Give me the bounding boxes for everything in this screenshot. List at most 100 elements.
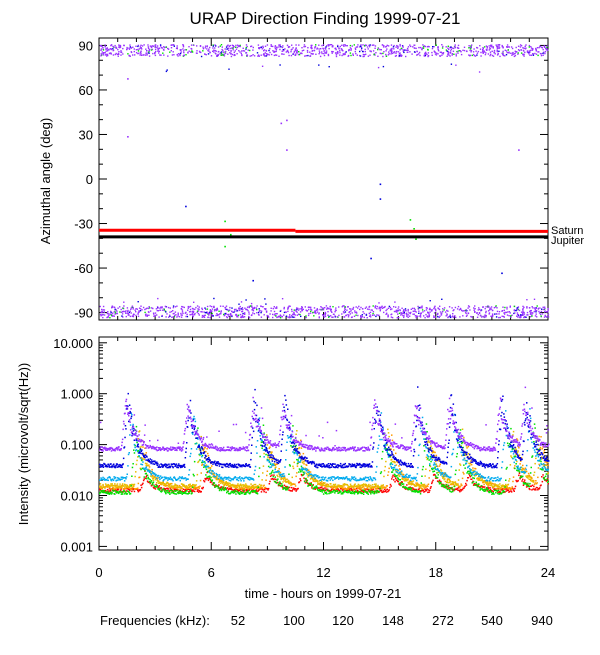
azimuth-point [464,50,465,51]
azimuth-point [429,308,430,309]
intensity-point-52 [473,484,475,486]
intensity-point-120 [503,485,505,487]
azimuth-point [303,309,304,310]
azimuth-point [516,316,517,317]
azimuth-point [364,54,365,55]
azimuth-point [177,45,178,46]
azimuth-point [131,52,132,53]
azimuth-point [426,54,427,55]
intensity-point-120 [168,485,170,487]
azimuth-outlier-point [286,120,288,122]
intensity-point-100 [493,483,495,485]
intensity-point-100 [436,455,438,457]
azimuth-point [202,315,203,316]
azimuth-point [258,312,259,313]
azimuth-outlier-point [127,78,129,80]
azimuth-point [224,54,225,55]
azimuth-point [261,317,262,318]
intensity-point-148 [347,492,349,494]
intensity-point-120 [342,486,344,488]
azimuth-point [517,309,518,310]
azimuth-point [523,307,524,308]
azimuth-point [246,52,247,53]
azimuth-point [537,51,538,52]
intensity-point-120 [506,485,508,487]
intensity-point-148 [353,492,355,494]
intensity-point-100 [358,488,360,490]
intensity-point-148 [122,493,124,495]
azimuth-point [404,49,405,50]
intensity-point-120 [118,487,120,489]
azimuth-point [315,54,316,55]
azimuth-point [166,313,167,314]
azimuth-point [331,311,332,312]
intensity-point-120 [189,487,191,489]
azimuth-point [542,313,543,314]
azimuth-point [468,45,469,46]
azimuth-point [129,44,130,45]
azimuth-point [459,50,460,51]
azimuth-point [498,44,499,45]
azimuth-point [324,55,325,56]
azimuth-point [401,55,402,56]
azimuth-point [532,48,533,49]
intensity-point-100 [503,488,505,490]
azimuth-point [147,315,148,316]
azimuth-point [508,315,509,316]
intensity-point-52 [533,486,535,488]
azimuth-point [452,47,453,48]
azimuth-point [379,308,380,309]
intensity-point-148 [282,488,284,490]
intensity-point-148 [279,481,281,483]
azimuth-point [347,45,348,46]
azimuth-point [522,54,523,55]
azimuth-point [451,64,452,65]
azimuth-point [122,313,123,314]
azimuth-point [408,309,409,310]
azimuth-point [541,55,542,56]
azimuth-point [455,307,456,308]
intensity-point-120 [385,461,387,463]
azimuth-point [225,307,226,308]
azimuth-point [165,316,166,317]
intensity-point-52 [432,481,434,483]
intensity-point-148 [151,480,153,482]
azimuth-point [446,46,447,47]
intensity-point-120 [263,453,265,455]
intensity-point-120 [423,484,425,486]
intensity-point-100 [278,468,280,470]
intensity-point-148 [381,471,383,473]
azimuth-point [275,307,276,308]
intensity-point-120 [529,479,531,481]
azimuth-point [192,316,193,317]
azimuth-point [112,306,113,307]
intensity-point-52 [105,490,107,492]
azimuth-point [216,310,217,311]
azimuth-point [260,305,261,306]
azimuth-point [461,310,462,311]
intensity-point-120 [250,483,252,485]
azimuth-point [447,311,448,312]
intensity-point-100 [352,489,354,491]
intensity-point-148 [102,490,104,492]
intensity-point-52 [108,490,110,492]
azimuth-point [206,48,207,49]
azimuth-point [140,51,141,52]
intensity-point-120 [498,486,500,488]
azimuth-outlier-point [501,273,503,275]
azimuth-point [352,312,353,313]
azimuth-point [417,306,418,307]
intensity-point-52 [385,490,387,492]
intensity-point-148 [321,490,323,492]
azimuth-point [291,49,292,50]
azimuth-point [230,45,231,46]
azimuth-point [502,53,503,54]
azimuth-point [523,50,524,51]
intensity-point-148 [205,474,207,476]
intensity-point-120 [137,456,139,458]
intensity-point-148 [258,487,260,489]
intensity-point-148 [176,490,178,492]
intensity-point-148 [277,478,279,480]
azimuth-point [288,55,289,56]
intensity-point-100 [303,463,305,465]
